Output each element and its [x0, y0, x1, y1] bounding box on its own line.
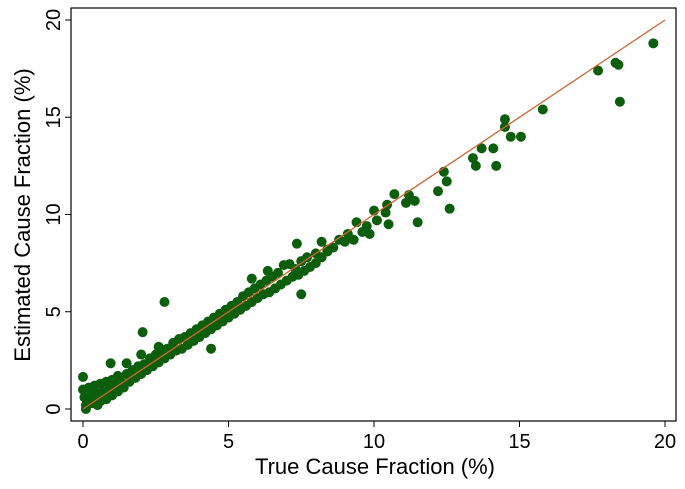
data-point	[348, 234, 359, 245]
data-point	[159, 297, 170, 308]
data-point	[614, 96, 625, 107]
data-point	[206, 343, 217, 354]
data-point	[441, 176, 452, 187]
x-tick-label: 5	[223, 431, 234, 453]
data-point	[491, 160, 502, 171]
data-point	[648, 38, 659, 49]
y-tick-label: 0	[43, 403, 65, 414]
data-point	[137, 327, 148, 338]
data-point	[339, 236, 350, 247]
data-point	[121, 358, 132, 369]
data-point	[380, 207, 391, 218]
data-points	[78, 38, 659, 414]
data-point	[433, 186, 444, 197]
data-point	[371, 215, 382, 226]
data-point	[246, 273, 257, 284]
reference-line	[82, 19, 666, 410]
data-point	[316, 236, 327, 247]
data-point	[361, 221, 372, 232]
data-point	[515, 131, 526, 142]
data-point	[328, 242, 339, 253]
data-point	[389, 189, 400, 200]
data-point	[488, 143, 499, 154]
y-tick-label: 10	[43, 203, 65, 225]
data-point	[593, 65, 604, 76]
data-point	[291, 238, 302, 249]
data-point	[383, 219, 394, 230]
data-point	[302, 252, 313, 263]
data-point	[444, 203, 455, 214]
data-point	[613, 59, 624, 70]
y-axis-ticks: 0 5 10 15 20	[43, 9, 71, 415]
data-point	[364, 228, 375, 239]
data-point	[272, 267, 283, 278]
data-point	[409, 195, 420, 206]
data-point	[470, 160, 481, 171]
x-axis-title: True Cause Fraction (%)	[255, 454, 495, 479]
data-point	[412, 217, 423, 228]
data-point	[78, 371, 88, 382]
x-axis-ticks: 0 5 10 15 20	[77, 421, 676, 453]
x-tick-label: 20	[654, 431, 676, 453]
y-tick-label: 15	[43, 106, 65, 128]
data-point	[499, 114, 510, 125]
x-tick-label: 0	[77, 431, 88, 453]
x-tick-label: 15	[508, 431, 530, 453]
y-axis-title: Estimated Cause Fraction (%)	[10, 68, 35, 361]
data-point	[105, 358, 116, 369]
data-point	[537, 104, 548, 115]
data-point	[296, 289, 307, 300]
y-tick-label: 20	[43, 9, 65, 31]
data-point	[136, 349, 147, 360]
data-point	[505, 131, 516, 142]
x-tick-label: 10	[363, 431, 385, 453]
data-point	[401, 197, 412, 208]
data-point	[476, 143, 487, 154]
y-tick-label: 5	[43, 306, 65, 317]
data-point	[467, 153, 478, 164]
